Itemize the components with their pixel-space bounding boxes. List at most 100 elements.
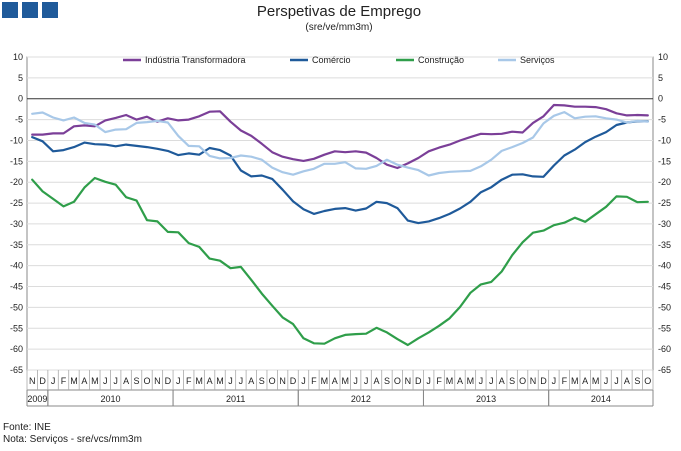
- footer-source: Fonte: INE: [3, 422, 51, 433]
- series-line-1: [31, 120, 649, 225]
- x-tick-label-month: O: [269, 376, 276, 386]
- logo-block-3: [42, 2, 58, 18]
- series-lines: [31, 103, 649, 347]
- x-tick-label-year: 2013: [476, 394, 496, 404]
- x-tick-label-month: A: [374, 376, 380, 386]
- x-tick-label-month: J: [552, 376, 557, 386]
- x-tick-label-month: S: [634, 376, 640, 386]
- x-tick-label-month: A: [248, 376, 254, 386]
- legend-label: Construção: [418, 55, 464, 65]
- x-tick-label-month: F: [61, 376, 67, 386]
- plot-frame: [26, 56, 654, 371]
- y-tick-label-right: -50: [658, 302, 671, 312]
- x-tick-label-month: F: [436, 376, 442, 386]
- x-tick-label-month: M: [571, 376, 579, 386]
- x-tick-label-month: A: [332, 376, 338, 386]
- y-tick-label-left: 10: [13, 52, 23, 62]
- x-tick-label-month: S: [134, 376, 140, 386]
- y-tick-label-left: -25: [10, 198, 23, 208]
- x-tick-label-month: S: [509, 376, 515, 386]
- x-tick-label-month: F: [562, 376, 568, 386]
- x-tick-label-year: 2010: [100, 394, 120, 404]
- x-tick-label-month: M: [321, 376, 329, 386]
- legend-label: Indústria Transformadora: [145, 55, 246, 65]
- x-tick-label-month: A: [123, 376, 129, 386]
- logo-group: [2, 2, 58, 18]
- x-tick-label-month: J: [176, 376, 181, 386]
- x-tick-label-month: N: [279, 376, 286, 386]
- x-tick-label-month: J: [103, 376, 108, 386]
- x-tick-label-month: M: [341, 376, 349, 386]
- x-tick-label-month: M: [467, 376, 475, 386]
- series-line-3: [31, 110, 649, 177]
- y-tick-label-right: 10: [658, 52, 668, 62]
- y-tick-label-left: -10: [10, 135, 23, 145]
- logo-block-2: [22, 2, 38, 18]
- y-tick-label-left: -5: [15, 115, 23, 125]
- x-tick-label-month: D: [415, 376, 422, 386]
- x-tick-label-month: O: [644, 376, 651, 386]
- x-tick-label-month: M: [195, 376, 203, 386]
- x-tick-label-month: J: [479, 376, 484, 386]
- y-tick-label-right: -10: [658, 135, 671, 145]
- y-tick-label-right: -40: [658, 261, 671, 271]
- y-tick-label-right: -30: [658, 219, 671, 229]
- x-tick-label-month: J: [228, 376, 233, 386]
- x-tick-label-year: 2012: [351, 394, 371, 404]
- x-tick-label-month: D: [290, 376, 297, 386]
- series-line-2: [31, 176, 649, 347]
- x-tick-label-year: 2014: [591, 394, 611, 404]
- y-tick-label-right: -15: [658, 156, 671, 166]
- y-tick-label-left: -60: [10, 344, 23, 354]
- x-tick-label-month: D: [540, 376, 547, 386]
- y-tick-label-right: -55: [658, 323, 671, 333]
- legend-label: Serviços: [520, 55, 555, 65]
- x-tick-label-month: M: [592, 376, 600, 386]
- x-tick-label-month: S: [259, 376, 265, 386]
- y-tick-label-left: -20: [10, 177, 23, 187]
- x-tick-label-month: J: [51, 376, 56, 386]
- x-tick-label-month: N: [154, 376, 161, 386]
- x-tick-label-month: A: [81, 376, 87, 386]
- x-tick-label-month: J: [301, 376, 306, 386]
- x-tick-label-month: F: [311, 376, 317, 386]
- y-tick-label-right: -20: [658, 177, 671, 187]
- y-tick-label-left: -35: [10, 240, 23, 250]
- y-tick-label-left: -45: [10, 282, 23, 292]
- x-tick-label-month: M: [446, 376, 454, 386]
- y-tick-label-left: -15: [10, 156, 23, 166]
- x-tick-label-year: 2009: [27, 394, 47, 404]
- y-tick-label-left: -30: [10, 219, 23, 229]
- y-tick-label-left: -50: [10, 302, 23, 312]
- y-tick-label-right: -5: [658, 115, 666, 125]
- x-tick-label-month: M: [70, 376, 78, 386]
- x-tick-label-month: O: [394, 376, 401, 386]
- y-tick-label-left: -40: [10, 261, 23, 271]
- x-tick-label-month: N: [405, 376, 412, 386]
- x-tick-label-month: D: [39, 376, 46, 386]
- y-tick-label-right: -25: [658, 198, 671, 208]
- axes: 10 10 5 5 0 0 -5 -5 -10 -10 -15 -15 -20 -20 -25 -25 -30 -…: [10, 52, 671, 407]
- x-tick-label-month: J: [426, 376, 431, 386]
- x-tick-label-month: D: [165, 376, 172, 386]
- chart-title: Perspetivas de Emprego: [257, 3, 421, 20]
- x-tick-label-month: N: [29, 376, 36, 386]
- legend: Indústria Transformadora Comércio Construç…: [123, 55, 555, 65]
- y-tick-label-left: 5: [18, 73, 23, 83]
- x-tick-label-month: J: [364, 376, 369, 386]
- logo-block-1: [2, 2, 18, 18]
- series-line-0: [31, 103, 649, 170]
- grid: [26, 56, 654, 371]
- y-tick-label-left: -55: [10, 323, 23, 333]
- x-tick-label-month: J: [239, 376, 244, 386]
- chart-subtitle: (sre/ve/mm3m): [305, 22, 372, 33]
- x-tick-label-month: J: [113, 376, 118, 386]
- y-tick-label-right: 5: [658, 73, 663, 83]
- x-tick-label-month: J: [614, 376, 619, 386]
- x-tick-label-month: F: [186, 376, 192, 386]
- x-tick-label-month: A: [582, 376, 588, 386]
- x-tick-label-month: J: [489, 376, 494, 386]
- y-tick-label-right: -65: [658, 365, 671, 375]
- y-tick-label-right: -45: [658, 282, 671, 292]
